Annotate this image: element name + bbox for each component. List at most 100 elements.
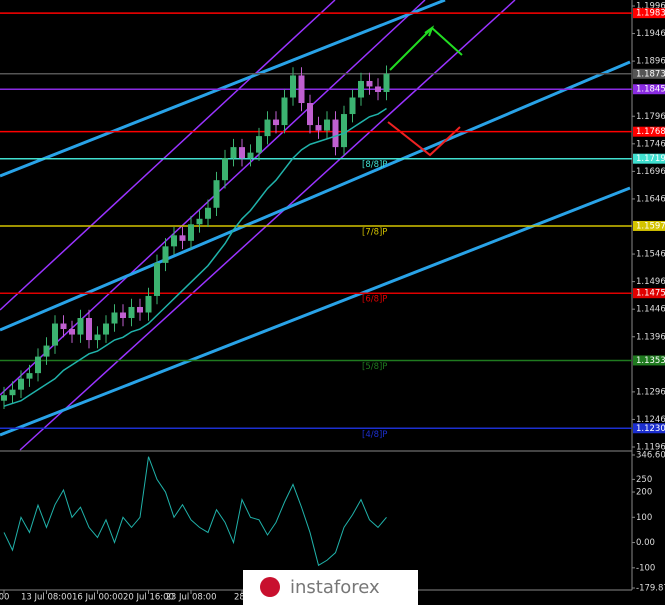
- level-label-box: [633, 153, 665, 164]
- candle-body: [366, 80, 373, 87]
- candle-body: [375, 86, 381, 92]
- candle-body: [69, 329, 75, 335]
- y-tick-label: 1.1246: [636, 415, 665, 425]
- candle-body: [26, 373, 33, 379]
- candle-body: [383, 73, 390, 92]
- level-label-box: [633, 355, 665, 366]
- candle-body: [111, 312, 118, 324]
- y-tick-label: 1.1546: [636, 250, 665, 260]
- trend-line: [0, 60, 631, 332]
- level-label: 1.1353: [636, 356, 665, 366]
- candle-body: [196, 218, 203, 225]
- candle-body: [205, 207, 211, 219]
- y-tick-label: 1.1296: [636, 387, 665, 397]
- y-tick-label: 1.1646: [636, 194, 665, 204]
- candle-body: [18, 378, 24, 390]
- y-tick-label: 1.1696: [636, 167, 665, 177]
- y-tick-label: 1.1196: [636, 443, 665, 453]
- candle-body: [94, 334, 101, 341]
- watermark: instaforex: [290, 577, 380, 598]
- candle-body: [341, 114, 347, 148]
- candle-body: [154, 262, 160, 296]
- x-tick-label: 20 Jul 16:00: [123, 593, 174, 603]
- y-tick-label: 1.1746: [636, 139, 665, 149]
- level-label: 1.1597: [636, 221, 665, 231]
- candle-body: [230, 147, 237, 159]
- x-tick-label: 13 Jul 08:00: [21, 593, 72, 603]
- y-tick-label: 1.1896: [636, 57, 665, 67]
- arrow-head: [424, 25, 435, 37]
- y-tick-label: 1.1446: [636, 305, 665, 315]
- candle-body: [315, 125, 322, 131]
- candle-body: [222, 158, 228, 181]
- candle-body: [358, 80, 364, 98]
- level-label-box: [633, 126, 665, 137]
- murray-label: [7/8]P: [362, 227, 387, 237]
- y-tick-label: 1.1996: [636, 2, 665, 12]
- logo-icon: [260, 577, 280, 597]
- candle-body: [120, 312, 126, 319]
- level-label-box: [633, 84, 665, 95]
- level-label: 1.1475: [636, 289, 665, 299]
- candle-body: [273, 119, 279, 126]
- candle-body: [264, 119, 271, 137]
- level-label: 1.1983: [636, 9, 665, 19]
- y-tick-label: 0.00: [636, 538, 655, 548]
- candle-body: [43, 345, 50, 357]
- y-tick-label: 1.1396: [636, 332, 665, 342]
- candle-body: [52, 323, 58, 346]
- trend-line: [0, 186, 631, 437]
- candle-body: [1, 395, 7, 401]
- candle-body: [145, 295, 152, 313]
- x-tick-label: 23 Jul 08:00: [166, 593, 217, 603]
- candle-body: [256, 136, 262, 153]
- x-tick-label: 28 J: [234, 593, 250, 603]
- candle-body: [324, 119, 330, 131]
- candle-body: [137, 306, 143, 313]
- candle-body: [307, 103, 313, 126]
- candle-body: [247, 152, 254, 159]
- candle-body: [60, 323, 67, 330]
- y-tick-label: 100: [636, 513, 652, 523]
- y-tick-label: -179.8755: [636, 584, 665, 594]
- murray-label: [8/8]P: [362, 160, 387, 170]
- y-tick-label: 200: [636, 488, 652, 498]
- x-tick-label: 00: [0, 593, 9, 603]
- candle-body: [188, 224, 194, 241]
- candle-body: [290, 75, 296, 98]
- level-label: 1.1230: [636, 424, 665, 434]
- x-tick-label: 16 Jul 00:00: [72, 593, 123, 603]
- channel-line: [19, 0, 516, 451]
- murray-label: [6/8]P: [362, 295, 387, 305]
- y-tick-label: -100: [636, 563, 655, 573]
- candle-body: [332, 119, 339, 148]
- y-tick-label: 1.1796: [636, 112, 665, 122]
- level-label-box: [633, 288, 665, 299]
- y-tick-label: 250: [636, 475, 652, 485]
- candle-body: [281, 97, 288, 126]
- moving-average: [3, 107, 387, 407]
- level-label-box: [633, 8, 665, 19]
- y-tick-label: 346.6021: [636, 451, 665, 461]
- murray-label: [4/8]P: [362, 430, 387, 440]
- candle-body: [103, 323, 109, 335]
- candle-body: [9, 389, 16, 396]
- candle-body: [239, 147, 245, 159]
- level-label-box: [633, 423, 665, 434]
- candle-body: [349, 97, 356, 115]
- y-tick-label: 1.1946: [636, 29, 665, 39]
- level-label: 1.1845: [636, 85, 665, 95]
- candle-body: [171, 235, 177, 247]
- murray-label: [5/8]P: [362, 362, 387, 372]
- candle-body: [86, 318, 92, 341]
- candle-body: [77, 318, 84, 335]
- candle-body: [179, 235, 186, 241]
- candle-body: [213, 180, 220, 208]
- level-label: 1.1873: [636, 69, 665, 79]
- level-label: 1.1768: [636, 127, 665, 137]
- drawings: [0, 0, 631, 451]
- candle-body: [298, 75, 305, 104]
